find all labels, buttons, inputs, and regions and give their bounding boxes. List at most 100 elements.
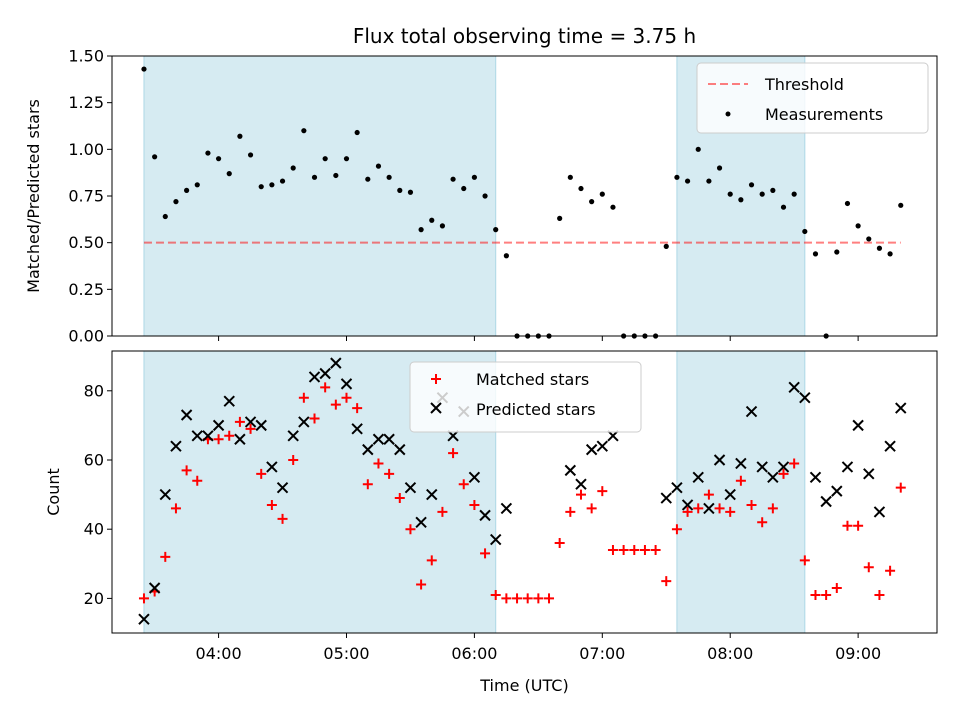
matched-stars-point bbox=[703, 489, 714, 500]
measurement-point bbox=[333, 172, 339, 179]
measurement-point bbox=[162, 213, 168, 220]
matched-stars-point bbox=[288, 454, 299, 465]
matched-stars-point bbox=[490, 589, 501, 600]
top-y-tick-label: 1.00 bbox=[68, 140, 104, 159]
matched-stars-point bbox=[384, 468, 395, 479]
predicted-stars-point bbox=[703, 502, 715, 515]
measurement-point bbox=[855, 223, 861, 229]
matched-stars-point bbox=[256, 468, 267, 479]
matched-stars-point bbox=[746, 499, 757, 510]
predicted-stars-point bbox=[831, 485, 843, 497]
matched-stars-point bbox=[682, 506, 693, 517]
measurement-point bbox=[471, 174, 477, 180]
measurement-point bbox=[780, 204, 787, 210]
measurement-point bbox=[770, 187, 776, 193]
matched-stars-point bbox=[597, 486, 608, 497]
predicted-stars-point bbox=[692, 471, 704, 484]
chart-title: Flux total observing time = 3.75 h bbox=[353, 24, 696, 48]
x-tick-label: 04:00 bbox=[196, 644, 242, 663]
matched-stars-point bbox=[522, 593, 533, 604]
matched-legend-swatch bbox=[431, 374, 441, 384]
matched-stars-point bbox=[362, 479, 373, 490]
bottom-shaded-intervals bbox=[143, 350, 806, 634]
x-tick-label: 05:00 bbox=[323, 644, 369, 663]
predicted-stars-point bbox=[596, 440, 609, 452]
top-y-tick-label: 1.50 bbox=[68, 47, 104, 66]
measurement-point bbox=[599, 191, 605, 197]
measurement-point bbox=[567, 174, 573, 180]
matched-stars-point bbox=[234, 416, 245, 427]
predicted-stars-point bbox=[266, 461, 278, 473]
measurement-point bbox=[791, 191, 797, 197]
measurement-point bbox=[727, 191, 733, 197]
matched-stars-series bbox=[138, 382, 906, 604]
matched-stars-point bbox=[650, 544, 661, 555]
matched-stars-point bbox=[373, 458, 384, 469]
matched-stars-point bbox=[448, 448, 459, 459]
predicted-stars-point bbox=[745, 405, 758, 418]
legend-threshold-label: Threshold bbox=[764, 75, 844, 94]
predicted-stars-point bbox=[884, 440, 896, 452]
predicted-stars-point bbox=[234, 433, 246, 445]
predicted-stars-point bbox=[372, 433, 385, 445]
measurement-point bbox=[716, 165, 723, 171]
matched-stars-point bbox=[245, 423, 256, 434]
predicted-stars-point bbox=[873, 506, 886, 518]
measurement-point bbox=[589, 199, 595, 205]
predicted-stars-series bbox=[138, 357, 907, 625]
matched-stars-point bbox=[554, 538, 565, 549]
predicted-stars-point bbox=[585, 443, 598, 456]
matched-stars-point bbox=[565, 506, 576, 517]
matched-stars-point bbox=[789, 458, 800, 469]
predicted-stars-point bbox=[212, 419, 225, 432]
matched-stars-point bbox=[501, 593, 512, 604]
matched-stars-point bbox=[874, 589, 885, 600]
predicted-stars-point bbox=[799, 392, 811, 404]
matched-stars-point bbox=[181, 465, 192, 476]
matched-stars-point bbox=[693, 503, 704, 514]
measurement-point bbox=[439, 223, 446, 229]
matched-stars-point bbox=[821, 589, 832, 600]
top-y-tick-label: 0.50 bbox=[68, 233, 104, 252]
measurement-point bbox=[706, 178, 712, 184]
predicted-stars-point bbox=[767, 471, 779, 484]
matched-stars-point bbox=[213, 434, 224, 445]
measurement-point bbox=[802, 228, 808, 235]
legend-predicted-label: Predicted stars bbox=[476, 400, 596, 419]
legend-matched-label: Matched stars bbox=[476, 370, 589, 389]
predicted-stars-point bbox=[724, 488, 736, 501]
measurement-point bbox=[184, 187, 190, 193]
matched-stars-point bbox=[885, 565, 896, 576]
matched-stars-point bbox=[480, 548, 491, 559]
measurement-point bbox=[237, 133, 243, 139]
measurement-point bbox=[887, 251, 893, 257]
matched-stars-point bbox=[426, 555, 437, 566]
measurement-point bbox=[482, 193, 488, 199]
bottom-shaded-interval bbox=[676, 350, 806, 634]
measurement-point bbox=[610, 204, 616, 210]
measurement-point bbox=[375, 163, 382, 169]
measurement-point bbox=[247, 152, 254, 158]
predicted-stars-point bbox=[415, 516, 427, 528]
measurement-point bbox=[876, 245, 883, 251]
bottom-y-tick-label: 40 bbox=[84, 520, 104, 539]
matched-stars-point bbox=[799, 555, 810, 566]
matched-stars-point bbox=[810, 589, 821, 600]
matched-stars-point bbox=[437, 506, 448, 517]
predicted-stars-point bbox=[852, 419, 864, 432]
measurement-point bbox=[141, 66, 147, 72]
predicted-stars-point bbox=[895, 402, 907, 414]
predicted-stars-point bbox=[351, 423, 363, 435]
measurement-point bbox=[226, 171, 232, 177]
predicted-stars-point bbox=[255, 419, 267, 432]
predicted-stars-point bbox=[202, 430, 214, 442]
matched-stars-point bbox=[767, 503, 778, 514]
bottom-y-tick-label: 80 bbox=[84, 381, 104, 400]
x-tick-label: 07:00 bbox=[579, 644, 625, 663]
predicted-stars-point bbox=[180, 409, 193, 421]
matched-stars-point bbox=[895, 482, 906, 493]
matched-stars-point bbox=[266, 499, 277, 510]
matched-stars-point bbox=[416, 579, 427, 590]
x-axis-label: Time (UTC) bbox=[479, 676, 568, 695]
